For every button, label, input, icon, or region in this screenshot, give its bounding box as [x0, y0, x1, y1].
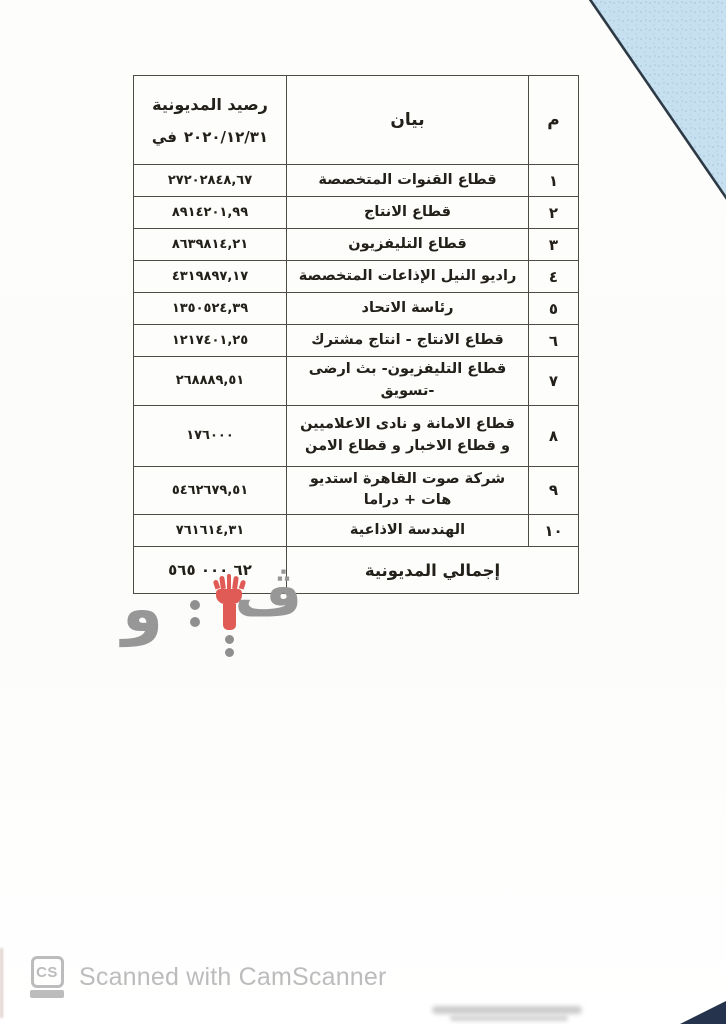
- statement-cell: قطاع التليفزيون: [286, 228, 529, 261]
- paper-edge-line: [588, 0, 726, 200]
- statement-cell: شركة صوت القاهرة استديو هات + دراما: [286, 465, 529, 515]
- table-row: ٦ قطاع الانتاج - انتاج مشترك ١٢١٧٤٠١,٢٥: [133, 324, 579, 357]
- debt-balance-table: م بيان رصيد المديونية في ٢٠٢٠/١٢/٣١ ١ قط…: [133, 75, 579, 594]
- balance-cell: ٧٦١٦١٤,٣١: [133, 514, 287, 547]
- scan-artifact: [450, 1016, 568, 1021]
- serial-cell: ٢: [528, 196, 579, 229]
- statement-cell: رئاسة الاتحاد: [286, 292, 529, 325]
- scan-artifact: [0, 948, 3, 1018]
- serial-cell: ٩: [528, 465, 579, 515]
- statement-cell: قطاع الانتاج: [286, 196, 529, 229]
- table-row: ١٠ الهندسة الاذاعية ٧٦١٦١٤,٣١: [133, 514, 579, 547]
- balance-cell: ٢٧٢٠٢٨٤٨,٦٧: [133, 164, 287, 197]
- total-label-cell: إجمالي المديونية: [286, 546, 579, 594]
- balance-header-title: رصيد المديونية: [152, 94, 268, 114]
- balance-cell: ٢٦٨٨٨٩,٥١: [133, 356, 287, 406]
- total-value-cell: ٦٢ ٠٠٠ ٥٦٥: [133, 546, 287, 594]
- table-row: ٥ رئاسة الاتحاد ١٣٥٠٥٢٤,٣٩: [133, 292, 579, 325]
- camscanner-text: Scanned with CamScanner: [79, 962, 387, 991]
- balance-cell: ٥٤٦٢٦٧٩,٥١: [133, 465, 287, 515]
- table-row: ٩ شركة صوت القاهرة استديو هات + دراما ٥٤…: [133, 465, 579, 515]
- balance-cell: ١٢١٧٤٠١,٢٥: [133, 324, 287, 357]
- statement-cell: قطاع الامانة و نادى الاعلاميين و قطاع ال…: [286, 404, 529, 467]
- serial-cell: ١٠: [528, 514, 579, 547]
- table-row: ٤ راديو النيل الإذاعات المتخصصة ٤٣١٩٨٩٧,…: [133, 260, 579, 293]
- veto-dots: [190, 600, 200, 634]
- table-row: ١ قطاع القنوات المتخصصة ٢٧٢٠٢٨٤٨,٦٧: [133, 164, 579, 197]
- statement-header: بيان: [286, 75, 529, 165]
- statement-cell: الهندسة الاذاعية: [286, 514, 529, 547]
- photo-background-triangle: [591, 0, 726, 198]
- camscanner-footer: CS Scanned with CamScanner: [30, 956, 387, 998]
- balance-cell: ١٧٦٠٠٠: [133, 404, 287, 467]
- statement-cell: راديو النيل الإذاعات المتخصصة: [286, 260, 529, 293]
- hand-icon: [212, 574, 246, 657]
- camscanner-icon: CS: [30, 956, 64, 998]
- serial-cell: ٣: [528, 228, 579, 261]
- total-row: إجمالي المديونية ٦٢ ٠٠٠ ٥٦٥: [133, 546, 579, 594]
- statement-cell: قطاع التليفزيون- بث ارضى -تسويق: [286, 356, 529, 406]
- serial-cell: ٨: [528, 404, 579, 467]
- serial-cell: ٦: [528, 324, 579, 357]
- balance-header-date: في ٢٠٢٠/١٢/٣١: [151, 127, 269, 146]
- scan-artifact: [432, 1006, 582, 1014]
- serial-cell: ٧: [528, 356, 579, 406]
- balance-cell: ٨٦٣٩٨١٤,٢١: [133, 228, 287, 261]
- balance-cell: ٨٩١٤٢٠١,٩٩: [133, 196, 287, 229]
- table-row: ٨ قطاع الامانة و نادى الاعلاميين و قطاع …: [133, 404, 579, 467]
- serial-cell: ٥: [528, 292, 579, 325]
- header-row: م بيان رصيد المديونية في ٢٠٢٠/١٢/٣١: [133, 75, 579, 165]
- veto-letter-waw: و: [122, 570, 164, 647]
- statement-cell: قطاع القنوات المتخصصة: [286, 164, 529, 197]
- statement-cell: قطاع الانتاج - انتاج مشترك: [286, 324, 529, 357]
- debt-balance-table-container: م بيان رصيد المديونية في ٢٠٢٠/١٢/٣١ ١ قط…: [133, 75, 579, 594]
- serial-header: م: [528, 75, 579, 165]
- veto-logo: و ڤ: [122, 566, 304, 666]
- table-row: ٧ قطاع التليفزيون- بث ارضى -تسويق ٢٦٨٨٨٩…: [133, 356, 579, 406]
- serial-cell: ٤: [528, 260, 579, 293]
- balance-cell: ١٣٥٠٥٢٤,٣٩: [133, 292, 287, 325]
- table-row: ٢ قطاع الانتاج ٨٩١٤٢٠١,٩٩: [133, 196, 579, 229]
- balance-cell: ٤٣١٩٨٩٧,١٧: [133, 260, 287, 293]
- table-row: ٣ قطاع التليفزيون ٨٦٣٩٨١٤,٢١: [133, 228, 579, 261]
- veto-letter-qaf: ڤ: [234, 561, 302, 629]
- serial-cell: ١: [528, 164, 579, 197]
- balance-header: رصيد المديونية في ٢٠٢٠/١٢/٣١: [133, 75, 287, 165]
